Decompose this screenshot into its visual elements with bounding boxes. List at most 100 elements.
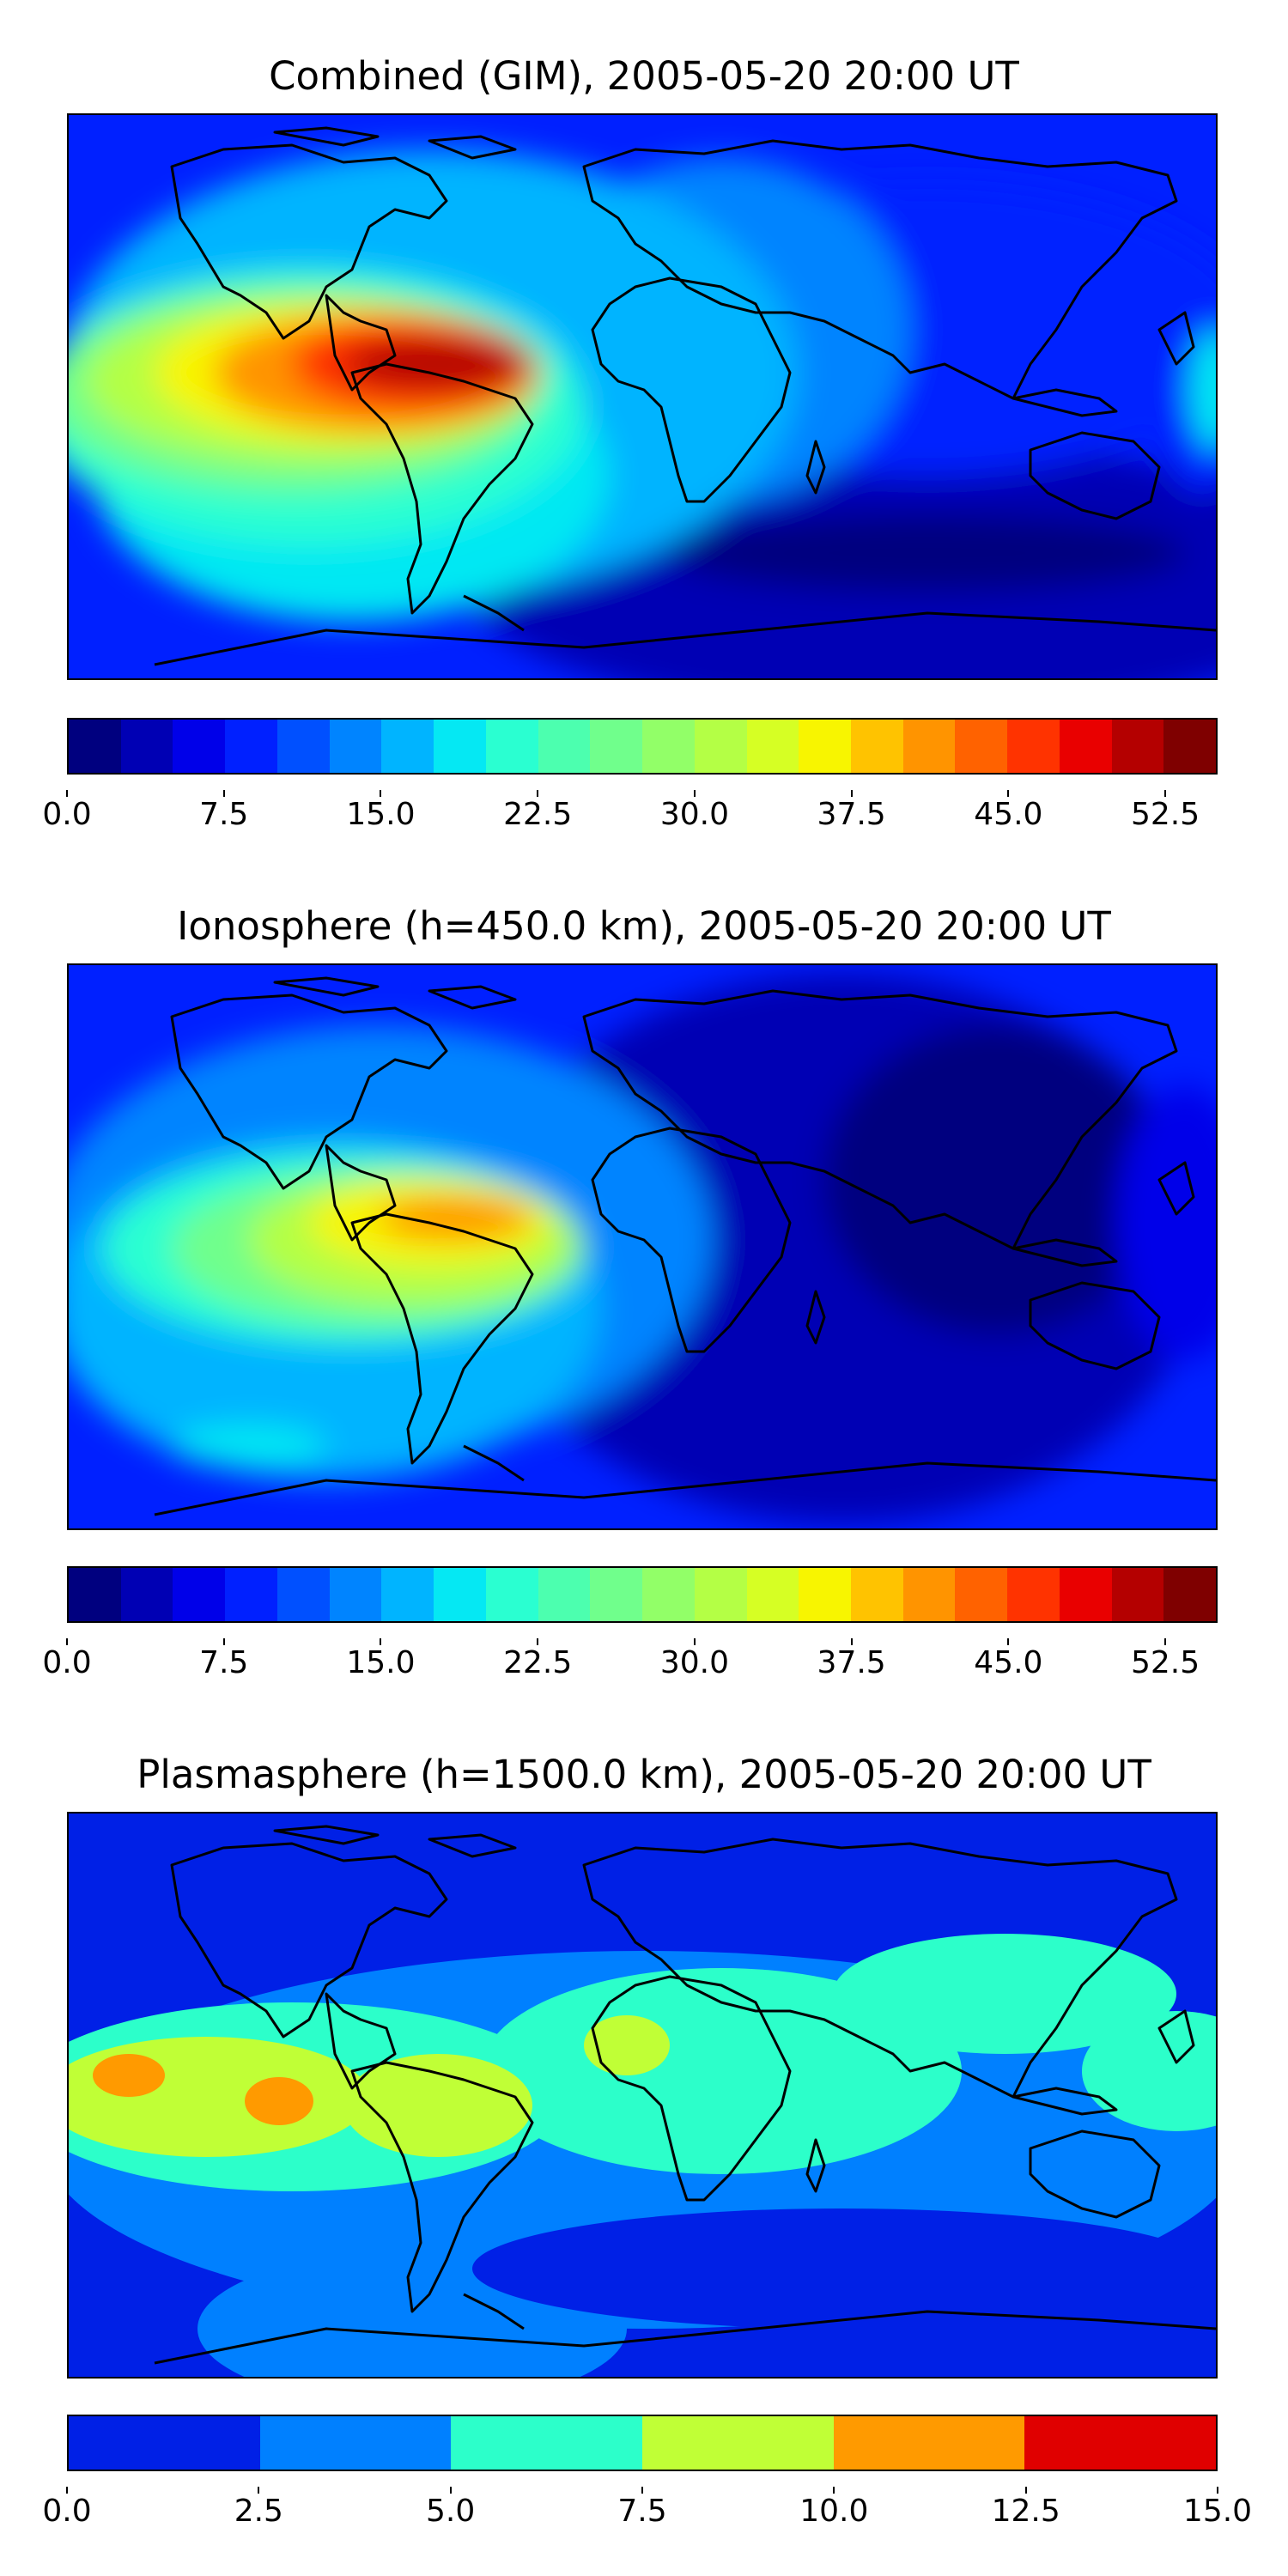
colorbar-tick-label: 15.0 — [346, 797, 416, 832]
colorbar-tick-mark — [1164, 790, 1167, 797]
colorbar-segment — [1059, 720, 1112, 773]
colorbar-tick-mark — [1007, 790, 1010, 797]
colorbar-tick-mark — [380, 1638, 382, 1645]
colorbar-tick-label: 37.5 — [817, 1645, 886, 1680]
heatmap-plasmasphere — [69, 1814, 1216, 2377]
colorbar-segment — [120, 1568, 173, 1621]
contour-region — [378, 1197, 532, 1240]
contour-region — [472, 2208, 1211, 2329]
colorbar-plasmasphere — [67, 2415, 1218, 2471]
contour-region — [1116, 1085, 1216, 1360]
colorbar-segment — [538, 720, 591, 773]
colorbar-segment — [694, 720, 747, 773]
panel-title-ionosphere: Ionosphere (h=450.0 km), 2005-05-20 20:0… — [177, 903, 1111, 949]
contour-region — [824, 1025, 1168, 1334]
colorbar-segment — [746, 720, 799, 773]
contour-region — [670, 514, 1185, 592]
contour-layer — [69, 149, 1216, 678]
colorbar-tick-mark — [66, 1638, 68, 1645]
colorbar-segment — [225, 720, 277, 773]
colorbar-segment — [69, 1568, 121, 1621]
contour-region — [172, 1425, 326, 1467]
map-combined — [67, 113, 1218, 680]
colorbar-segment — [1007, 1568, 1060, 1621]
colorbar-segment — [329, 720, 382, 773]
colorbar-segment — [1024, 2416, 1217, 2470]
colorbar-tick-mark — [66, 2487, 68, 2494]
colorbar-segment — [902, 1568, 956, 1621]
colorbar-segment — [590, 720, 643, 773]
colorbar-segment — [120, 720, 173, 773]
contour-region — [1190, 330, 1216, 450]
contour-region — [245, 2077, 313, 2125]
colorbar-segment — [833, 2416, 1025, 2470]
colorbar-tick-label: 7.5 — [199, 797, 249, 832]
colorbar-tick-mark — [222, 1638, 225, 1645]
colorbar-tick-label: 5.0 — [426, 2494, 476, 2529]
colorbar-segment — [1163, 720, 1217, 773]
colorbar-tick-mark — [537, 1638, 539, 1645]
colorbar-segment — [485, 720, 538, 773]
colorbar-tick-label: 10.0 — [799, 2494, 869, 2529]
colorbar-tick-label: 22.5 — [503, 797, 573, 832]
colorbar-tick-mark — [833, 2487, 835, 2494]
colorbar-segment — [799, 1568, 852, 1621]
colorbar-tick-mark — [222, 790, 225, 797]
colorbar-segment — [276, 720, 330, 773]
colorbar-tick-label: 45.0 — [974, 1645, 1043, 1680]
colorbar-tick-label: 12.5 — [991, 2494, 1060, 2529]
colorbar-segment — [1059, 1568, 1112, 1621]
colorbar-segment — [434, 1568, 486, 1621]
contour-region — [343, 338, 532, 390]
colorbar-segment — [1163, 1568, 1217, 1621]
colorbar-segment — [69, 720, 121, 773]
colorbar-tick-mark — [850, 790, 853, 797]
colorbar-segment — [955, 1568, 1008, 1621]
contour-region — [1151, 287, 1216, 493]
colorbar-segment — [642, 1568, 695, 1621]
colorbar-tick-label: 7.5 — [617, 2494, 667, 2529]
colorbar-segment — [225, 1568, 277, 1621]
colorbar-tick-mark — [693, 1638, 696, 1645]
contour-region — [833, 1934, 1176, 2054]
colorbar-segment — [1111, 720, 1164, 773]
colorbar-segment — [381, 720, 434, 773]
colorbar-ticks-ionosphere: 0.0 7.5 15.0 22.5 30.0 37.5 45.0 52.5 — [42, 1638, 1218, 1688]
colorbar-tick-mark — [449, 2487, 452, 2494]
colorbar-tick-mark — [693, 790, 696, 797]
colorbar-segment — [746, 1568, 799, 1621]
colorbar-tick-label: 30.0 — [659, 1645, 729, 1680]
map-plasmasphere — [67, 1812, 1218, 2379]
colorbar-tick-label: 52.5 — [1131, 797, 1200, 832]
colorbar-tick-label: 15.0 — [1182, 2494, 1253, 2529]
colorbar-segment — [538, 1568, 591, 1621]
colorbar-tick-mark — [850, 1638, 853, 1645]
colorbar-tick-label: 0.0 — [42, 797, 92, 832]
colorbar-tick-label: 45.0 — [974, 797, 1043, 832]
colorbar-tick-mark — [66, 790, 68, 797]
colorbar-segment — [173, 1568, 226, 1621]
colorbar-segment — [259, 2416, 452, 2470]
contour-region — [481, 1968, 962, 2174]
colorbar-tick-mark — [380, 790, 382, 797]
colorbar-segment — [642, 2416, 834, 2470]
colorbar-segment — [434, 720, 486, 773]
panel-title-plasmasphere: Plasmasphere (h=1500.0 km), 2005-05-20 2… — [137, 1752, 1151, 1797]
colorbar-tick-mark — [258, 2487, 260, 2494]
contour-region — [584, 2015, 670, 2075]
colorbar-tick-label: 22.5 — [503, 1645, 573, 1680]
colorbar-tick-mark — [1024, 2487, 1027, 2494]
colorbar-segment — [799, 720, 852, 773]
colorbar-tick-label: 2.5 — [234, 2494, 283, 2529]
colorbar-tick-mark — [1217, 2487, 1218, 2494]
colorbar-tick-label: 0.0 — [42, 1645, 92, 1680]
colorbar-tick-mark — [1007, 1638, 1010, 1645]
colorbar-tick-label: 0.0 — [42, 2494, 92, 2529]
colorbar-segment — [1111, 1568, 1164, 1621]
colorbar-segment — [451, 2416, 643, 2470]
colorbar-combined — [67, 718, 1218, 775]
colorbar-tick-label: 52.5 — [1131, 1645, 1200, 1680]
contour-layer — [69, 1934, 1216, 2377]
colorbar-tick-label: 37.5 — [817, 797, 886, 832]
contour-layer — [69, 974, 1216, 1523]
